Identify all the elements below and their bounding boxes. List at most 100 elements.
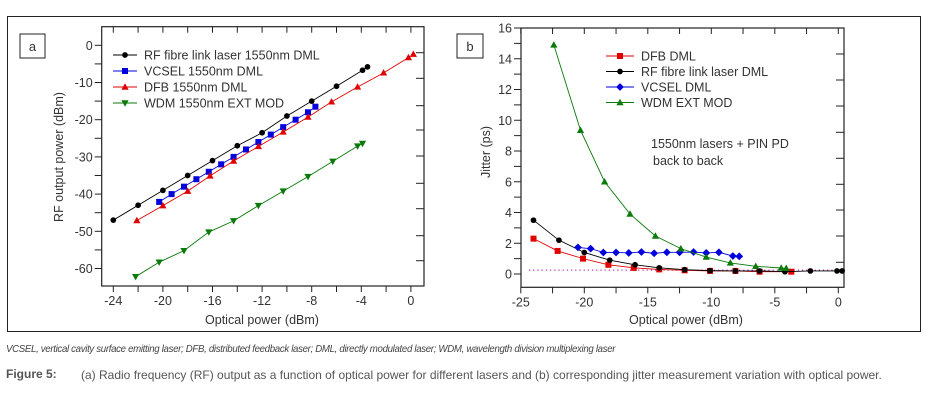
legend-label: WDM EXT MOD — [641, 96, 732, 110]
chart-panel-b: b -25 -20 -15 -10 -5 0 0 2 4 6 8 10 12 14 16 DFB DMLRF … — [456, 22, 845, 327]
data-point — [135, 202, 141, 209]
x-tick-label: -5 — [769, 295, 780, 309]
data-point — [601, 178, 609, 185]
data-point — [732, 268, 739, 274]
data-point — [650, 249, 659, 258]
y-tick-label: 10 — [498, 114, 512, 128]
y-tick-label: 14 — [498, 52, 512, 66]
data-point — [255, 139, 262, 146]
data-point — [752, 262, 760, 270]
x-tick-label: 0 — [407, 294, 414, 308]
legend-label: WDM 1550nm EXT MOD — [144, 97, 284, 111]
data-point — [834, 268, 840, 274]
y-tick-label: 12 — [498, 83, 512, 97]
data-point — [168, 191, 175, 198]
data-point — [726, 259, 734, 266]
legend-item: VCSEL 1550nm DML — [113, 65, 263, 79]
data-point — [284, 113, 290, 119]
data-point — [279, 128, 287, 135]
data-point — [308, 98, 315, 104]
data-point — [304, 113, 312, 120]
data-point — [606, 257, 613, 264]
figure-caption-text: (a) Radio frequency (RF) output as a fun… — [81, 368, 882, 382]
abbreviations-note: VCSEL, vertical cavity surface emitting … — [6, 343, 616, 355]
data-point — [353, 143, 362, 150]
figure-charts: a -24 -20 -16 -12 -8 -4 00-10-20-30-40-50-60RF… — [19, 22, 845, 327]
data-point — [184, 172, 191, 179]
data-point — [777, 264, 785, 271]
series-line — [135, 143, 363, 278]
y-tick-label: -40 — [75, 188, 93, 202]
data-point — [681, 266, 688, 273]
x-tick-label: -15 — [639, 295, 657, 309]
legend-item: WDM 1550nm EXT MOD — [113, 97, 284, 111]
data-point — [581, 249, 588, 256]
x-tick-label: -20 — [154, 294, 172, 308]
data-point — [550, 41, 558, 48]
annotation-line-1: 1550nm lasers + PIN PD — [651, 137, 789, 151]
y-tick-label: 2 — [505, 237, 512, 251]
data-point — [530, 217, 537, 224]
legend-item: DFB 1550nm DML — [113, 81, 248, 95]
data-point — [624, 249, 633, 257]
data-point — [279, 188, 287, 195]
data-point — [715, 248, 723, 257]
data-point — [605, 261, 612, 268]
data-point — [254, 142, 262, 150]
data-point — [242, 146, 249, 153]
figure-frame — [7, 16, 921, 332]
chart-panel-a: a -24 -20 -16 -12 -8 -4 00-10-20-30-40-50-60RF… — [19, 26, 425, 327]
legend-label: RF fibre link laser DML — [641, 65, 768, 79]
data-point — [155, 259, 163, 266]
data-point — [205, 168, 212, 175]
data-point — [735, 252, 744, 261]
data-point — [267, 131, 274, 138]
data-point — [133, 216, 141, 224]
data-point — [180, 183, 187, 190]
legend-label: DFB 1550nm DML — [144, 81, 248, 95]
data-point — [229, 218, 238, 225]
data-point — [599, 248, 608, 257]
y-tick-label: 6 — [505, 175, 512, 189]
data-point — [637, 248, 646, 256]
panel-label-a: a — [29, 39, 37, 54]
plot-frame-b — [520, 27, 845, 288]
legend-a: RF fibre link laser 1550nm DML VCSEL 1550… — [113, 49, 320, 111]
x-tick-label: -12 — [253, 294, 271, 308]
data-point — [574, 243, 582, 252]
series-1 — [530, 217, 845, 275]
data-point — [180, 247, 188, 255]
data-point — [329, 158, 337, 166]
series-1 — [156, 103, 319, 205]
data-point — [554, 247, 561, 254]
data-point — [728, 252, 737, 260]
data-point — [364, 64, 371, 70]
data-point — [159, 201, 167, 209]
y-tick-label: -60 — [75, 262, 93, 276]
data-point — [160, 187, 166, 194]
series-0 — [110, 64, 371, 223]
legend-marker — [121, 83, 129, 90]
data-point — [353, 83, 362, 90]
data-point — [234, 142, 241, 149]
x-tick-label: -25 — [512, 295, 530, 309]
data-point — [205, 229, 213, 236]
data-point — [756, 268, 763, 274]
data-point — [280, 124, 287, 131]
data-point — [254, 202, 262, 210]
x-axis-label-b: Optical power (dBm) — [629, 313, 743, 327]
data-point — [304, 109, 311, 116]
data-point — [626, 210, 634, 217]
legend-label: RF fibre link laser 1550nm DML — [144, 49, 320, 63]
y-tick-label: -30 — [75, 150, 93, 164]
data-point — [359, 67, 366, 74]
data-point — [380, 69, 388, 76]
legend-item: VCSEL DML — [606, 81, 711, 95]
data-point — [839, 268, 845, 274]
x-tick-label: -20 — [575, 295, 593, 309]
data-point — [632, 261, 638, 268]
panel-label-b: b — [466, 39, 473, 54]
data-point — [630, 264, 637, 271]
